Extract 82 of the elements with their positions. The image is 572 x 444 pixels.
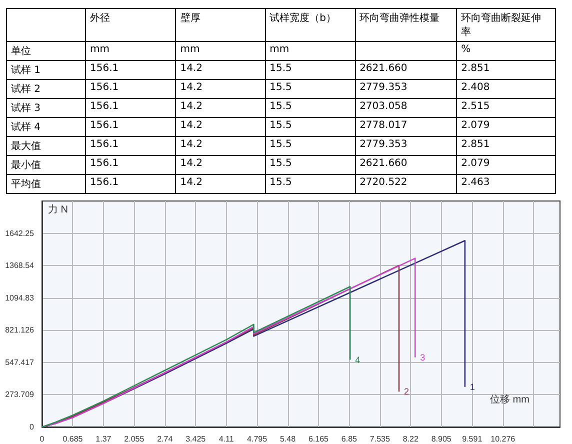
- text: 2.851: [461, 139, 490, 150]
- category-label: 试样 4: [11, 122, 41, 133]
- y-tick-label: 1368.54: [5, 261, 35, 270]
- category-label: 外径: [86, 8, 176, 42]
- x-tick-label: 7.535: [370, 434, 390, 444]
- text: 15.5: [270, 63, 292, 74]
- text: mm: [270, 44, 290, 55]
- category-label: 单位: [11, 46, 31, 57]
- text: 2779.353: [360, 139, 408, 150]
- text: 156.1: [90, 139, 119, 150]
- y-tick-label: 0: [30, 422, 35, 432]
- category-label: 平均值: [11, 179, 41, 190]
- series-label: 4: [355, 354, 360, 365]
- text: 2779.353: [360, 82, 408, 93]
- text: 156.1: [90, 120, 119, 131]
- y-tick-label: 1094.83: [5, 293, 35, 302]
- text: mm: [90, 44, 110, 55]
- text: 2621.660: [360, 158, 408, 169]
- text: 156.1: [90, 82, 119, 93]
- category-label: 环向弯曲弹性模量: [355, 8, 457, 42]
- category-label: 试样 3: [11, 103, 41, 114]
- text: 14.2: [180, 63, 203, 74]
- line-series: [41, 286, 351, 428]
- category-label: 最大值: [11, 141, 41, 152]
- text: 2.463: [461, 177, 490, 188]
- text: 15.5: [270, 120, 292, 131]
- category-label: 最小值: [11, 160, 41, 171]
- category-label: 壁厚: [176, 8, 266, 42]
- x-tick-label: 1.37: [96, 434, 112, 444]
- x-tick-label: 2.055: [124, 434, 145, 444]
- x-tick-label: 0: [40, 434, 45, 444]
- y-tick-label: 1642.25: [5, 228, 35, 238]
- text: 156.1: [90, 158, 119, 169]
- text: %: [461, 44, 471, 55]
- category-label: 环向弯曲断裂延伸率: [456, 8, 556, 42]
- x-tick-label: 3.425: [186, 434, 206, 444]
- x-tick-label: 4.11: [218, 434, 234, 444]
- series-label: 2: [404, 386, 410, 397]
- x-tick-label: 4.795: [247, 434, 268, 444]
- x-tick-label: 6.165: [308, 434, 330, 444]
- y-axis-title: 力 N: [48, 204, 68, 216]
- text: 15.5: [270, 139, 292, 150]
- text: 15.5: [270, 82, 292, 93]
- category-label: 试样 1: [11, 65, 41, 76]
- text: 2.851: [461, 63, 490, 74]
- category-label: 试样 2: [11, 84, 41, 95]
- x-tick-label: 2.74: [157, 434, 174, 444]
- text: 14.2: [180, 139, 203, 150]
- x-tick-label: 8.905: [431, 434, 452, 444]
- text: mm: [180, 44, 200, 55]
- text: 14.2: [180, 120, 203, 131]
- text: 15.5: [270, 158, 292, 169]
- text: 2.515: [461, 101, 490, 112]
- text: 2621.660: [360, 63, 408, 74]
- x-tick-label: 10.276: [490, 434, 516, 444]
- y-tick-label: 547.417: [5, 358, 35, 367]
- text: 15.5: [270, 101, 292, 112]
- text: 14.2: [180, 101, 203, 112]
- text: 2703.058: [360, 101, 408, 112]
- x-tick-label: 0.685: [62, 434, 84, 444]
- text: 156.1: [90, 177, 119, 188]
- text: 156.1: [90, 101, 119, 112]
- x-tick-label: 5.48: [280, 434, 296, 444]
- text: 2.079: [461, 158, 490, 169]
- text: 14.2: [180, 158, 203, 169]
- x-tick-label: 9.591: [462, 434, 483, 444]
- y-tick-label: 273.709: [5, 390, 35, 400]
- text: 2720.522: [360, 177, 408, 188]
- text: 2.079: [461, 120, 490, 131]
- text: 14.2: [180, 82, 203, 93]
- category-label: 试样宽度（b）: [265, 8, 356, 42]
- y-tick-label: 821.126: [5, 326, 35, 335]
- series-label: 3: [420, 352, 426, 362]
- x-tick-label: 8.22: [402, 434, 419, 444]
- text: 15.5: [270, 177, 292, 188]
- text: 2778.017: [360, 120, 408, 131]
- text: 2.408: [461, 82, 490, 93]
- x-axis-title: 位移 mm: [490, 394, 530, 406]
- series-label: 1: [470, 382, 475, 392]
- x-tick-label: 6.85: [341, 434, 358, 444]
- text: 156.1: [90, 63, 119, 74]
- text: 14.2: [180, 177, 203, 188]
